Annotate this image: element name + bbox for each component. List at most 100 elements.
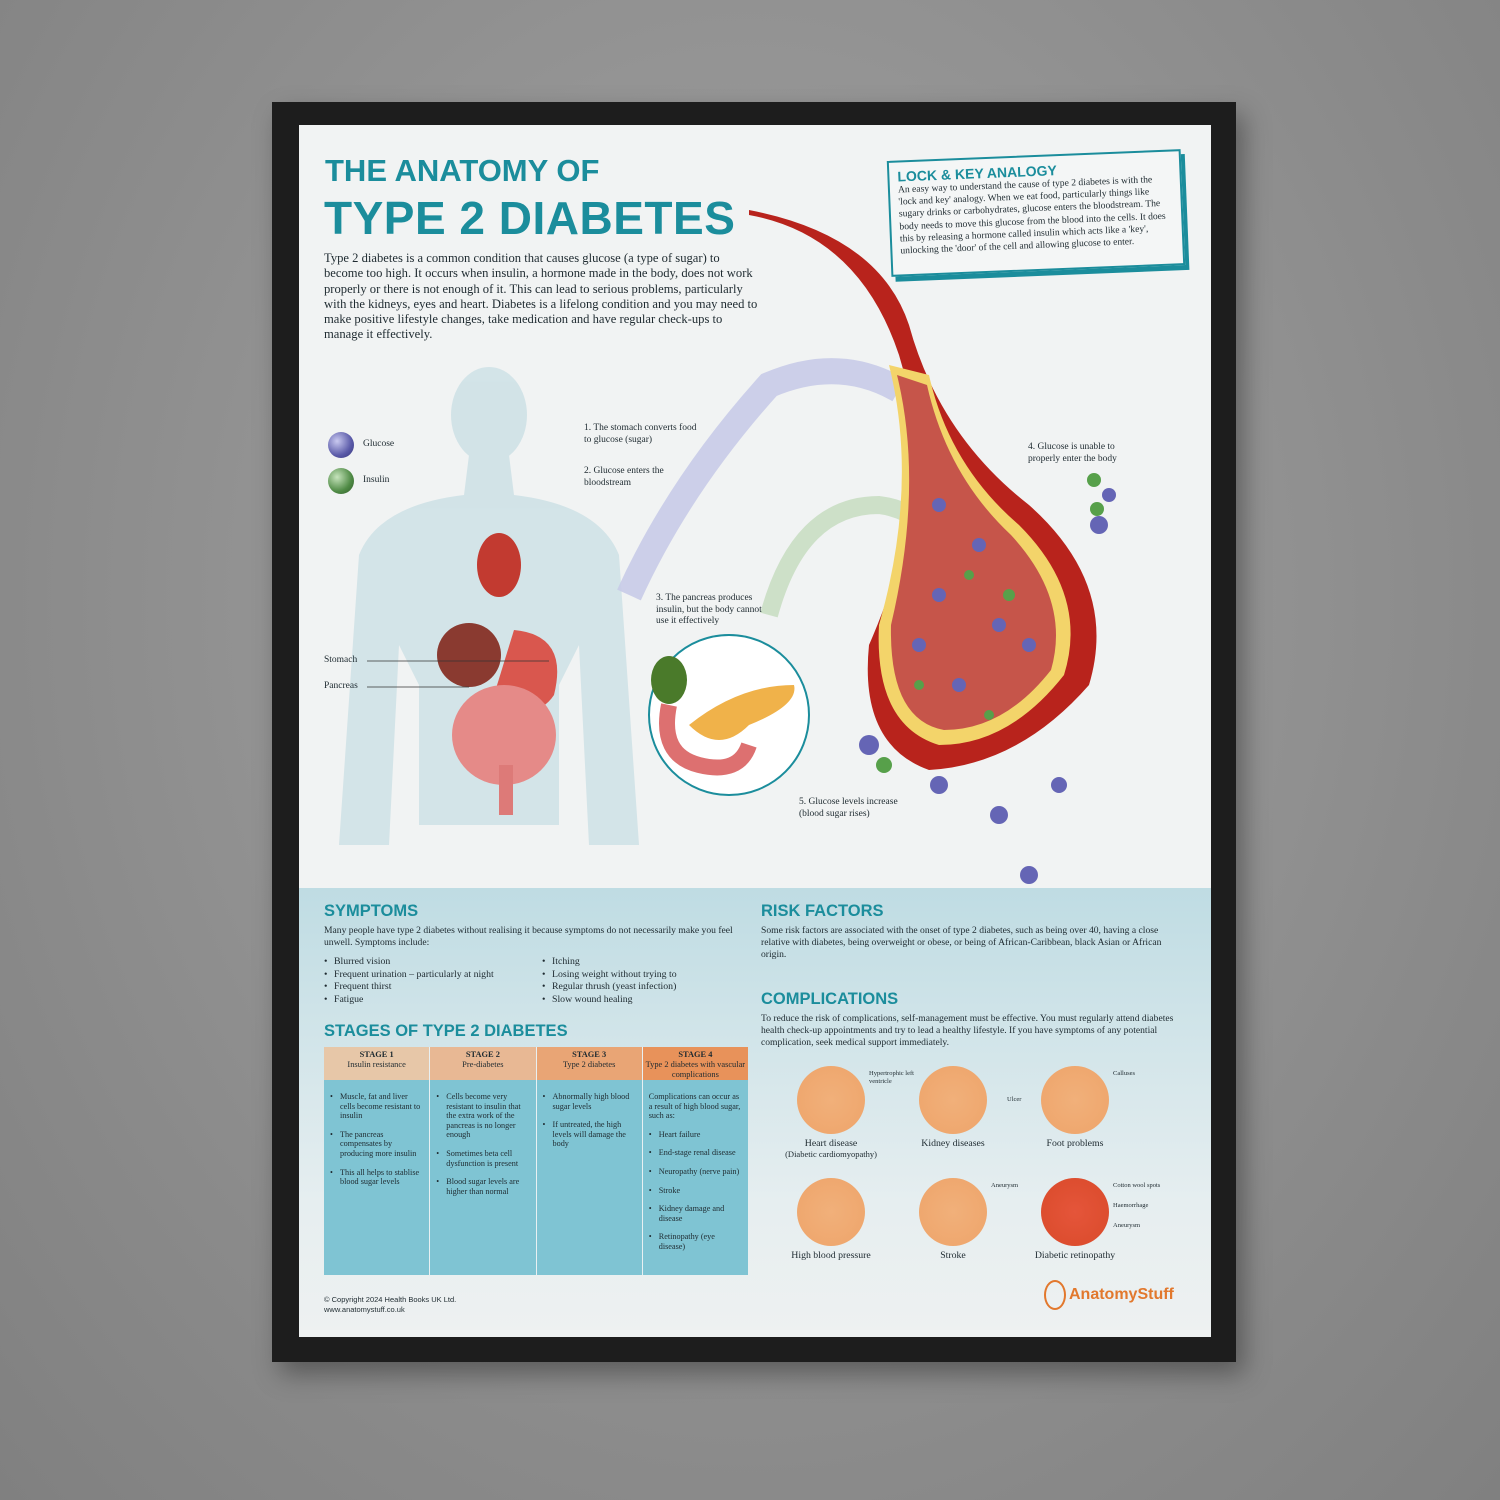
brand-name: AnatomyStuff xyxy=(1069,1286,1174,1303)
symptoms-title: SYMPTOMS xyxy=(324,902,419,920)
glucose-molecules xyxy=(859,488,1116,884)
symptoms-intro: Many people have type 2 diabetes without… xyxy=(324,925,733,948)
stage-column: STAGE 4 Type 2 diabetes with vascular com… xyxy=(642,1047,748,1275)
complication-illustration xyxy=(919,1178,987,1246)
stage-item: Heart failure xyxy=(649,1130,743,1140)
step-4-label: 4. Glucose is unable to properly enter t… xyxy=(1028,442,1117,464)
stage-body: Muscle, fat and liver cells become resis… xyxy=(324,1080,429,1196)
complication-illustration xyxy=(797,1066,865,1134)
symptom-item: Blurred vision xyxy=(324,956,536,969)
complication-illustration xyxy=(919,1066,987,1134)
symptom-item: Losing weight without trying to xyxy=(542,969,742,982)
stage-item: Retinopathy (eye disease) xyxy=(649,1232,743,1251)
stage-number: STAGE 2 xyxy=(465,1050,500,1059)
intro-text: Type 2 diabetes is a common condition th… xyxy=(324,251,758,342)
stage-number: STAGE 1 xyxy=(359,1050,394,1059)
symptom-item: Frequent thirst xyxy=(324,981,536,994)
title-line-1: THE ANATOMY OF xyxy=(325,153,600,188)
lock-key-text: An easy way to understand the cause of t… xyxy=(897,174,1166,257)
stage-name: Type 2 diabetes with vascular complicati… xyxy=(645,1060,746,1079)
glucose-legend-icon xyxy=(328,432,354,458)
pancreas-label: Pancreas xyxy=(324,681,358,691)
stage-item: This all helps to stablise blood sugar l… xyxy=(330,1168,424,1187)
stage-body: Cells become very resistant to insulin t… xyxy=(430,1080,535,1205)
complication-item: Kidney diseases xyxy=(893,1066,1013,1149)
stage-item: End-stage renal disease xyxy=(649,1148,743,1158)
symptoms-list-left: Blurred vision Frequent urination – part… xyxy=(324,956,536,1006)
stage-item: Stroke xyxy=(649,1186,743,1196)
complication-item: Diabetic retinopathy Cotton wool spots Hae… xyxy=(1015,1178,1160,1261)
complication-name: High blood pressure xyxy=(791,1250,871,1261)
stage-item: Sometimes beta cell dysfunction is prese… xyxy=(436,1149,530,1168)
website: www.anatomystuff.co.uk xyxy=(324,1304,405,1314)
stage-header: STAGE 3 Type 2 diabetes xyxy=(536,1047,642,1080)
complication-sub: (Diabetic cardiomyopathy) xyxy=(785,1149,877,1159)
footer: © Copyright 2024 Health Books UK Ltd. ww… xyxy=(324,1295,456,1314)
symptom-item: Itching xyxy=(542,956,742,969)
complication-name: Stroke xyxy=(940,1250,966,1261)
glucose-path xyxy=(617,358,906,601)
complication-note: Aneurysm xyxy=(991,1182,1019,1189)
stomach-label: Stomach xyxy=(324,655,358,665)
complication-note: Aneurysm xyxy=(1113,1222,1141,1229)
anatomy-illustration xyxy=(339,210,1116,884)
glucose-legend-label: Glucose xyxy=(363,439,395,449)
step-2-label: 2. Glucose enters the bloodstream xyxy=(584,466,664,488)
insulin-legend-icon xyxy=(328,468,354,494)
complication-item: Stroke Aneurysm xyxy=(893,1178,1018,1261)
complication-item: Heart disease (Diabetic cardiomyopathy) Hy… xyxy=(771,1066,914,1160)
copyright: © Copyright 2024 Health Books UK Ltd. xyxy=(324,1295,457,1304)
symptom-item: Frequent urination – particularly at nig… xyxy=(324,969,536,982)
symptom-item: Fatigue xyxy=(324,994,536,1007)
insulin-legend-label: Insulin xyxy=(363,475,390,485)
stage-item: Neuropathy (nerve pain) xyxy=(649,1167,743,1177)
complication-note: Ulcer xyxy=(1007,1096,1022,1103)
stage-item: If untreated, the high levels will damag… xyxy=(543,1120,637,1149)
brand-logo: AnatomyStuff xyxy=(1044,1280,1174,1310)
stage-number: STAGE 4 xyxy=(678,1050,713,1059)
info-section: SYMPTOMS Many people have type 2 diabete… xyxy=(299,888,1211,1337)
step-3-label: 3. The pancreas produces insulin, but th… xyxy=(656,593,762,626)
complication-name: Diabetic retinopathy xyxy=(1034,1250,1116,1261)
poster: THE ANATOMY OF TYPE 2 DIABETES Type 2 di… xyxy=(299,125,1211,1337)
complication-name: Foot problems xyxy=(1046,1138,1104,1149)
stage-body: Abnormally high blood sugar levels If unt… xyxy=(537,1080,642,1158)
complication-illustration xyxy=(797,1178,865,1246)
complication-note: Haemorrhage xyxy=(1113,1202,1149,1209)
title-line-2: TYPE 2 DIABETES xyxy=(324,192,736,244)
lock-key-box: LOCK & KEY ANALOGY An easy way to unders… xyxy=(886,149,1186,277)
symptom-item: Slow wound healing xyxy=(542,994,742,1007)
step-1-label: 1. The stomach converts food to glucose … xyxy=(584,423,697,445)
stage-name: Pre-diabetes xyxy=(462,1060,504,1069)
stage-name: Insulin resistance xyxy=(347,1060,406,1069)
stage-header: STAGE 1 Insulin resistance xyxy=(324,1047,430,1080)
complication-note: Calluses xyxy=(1113,1070,1136,1077)
risk-text: Some risk factors are associated with th… xyxy=(761,925,1162,960)
complication-item: High blood pressure xyxy=(771,1178,891,1261)
complication-name: Heart disease xyxy=(804,1138,858,1149)
stage-item: Blood sugar levels are higher than norma… xyxy=(436,1177,530,1196)
complication-name: Kidney diseases xyxy=(921,1138,985,1149)
step-5-label: 5. Glucose levels increase (blood sugar … xyxy=(799,797,898,819)
stage-header: STAGE 2 Pre-diabetes xyxy=(430,1047,536,1080)
vessel-lumen xyxy=(890,375,1056,730)
complication-note: Cotton wool spots xyxy=(1113,1182,1161,1189)
complications-title: COMPLICATIONS xyxy=(761,990,899,1008)
organs xyxy=(437,533,558,815)
complication-illustration xyxy=(1041,1178,1109,1246)
symptom-item: Regular thrush (yeast infection) xyxy=(542,981,742,994)
risk-title: RISK FACTORS xyxy=(761,902,884,920)
stage-intro: Complications can occur as a result of h… xyxy=(648,1092,741,1121)
complication-item: Foot problems Calluses Ulcer xyxy=(1007,1066,1135,1149)
complications-text: To reduce the risk of complications, sel… xyxy=(761,1013,1174,1048)
complication-note: Hypertrophic left ventricle xyxy=(869,1070,914,1085)
complication-illustration xyxy=(1041,1066,1109,1134)
stage-item: Cells become very resistant to insulin t… xyxy=(436,1092,530,1140)
stage-name: Type 2 diabetes xyxy=(562,1060,616,1069)
symptoms-list-right: Itching Losing weight without trying to … xyxy=(542,956,742,1006)
stage-item: Abnormally high blood sugar levels xyxy=(543,1092,637,1111)
